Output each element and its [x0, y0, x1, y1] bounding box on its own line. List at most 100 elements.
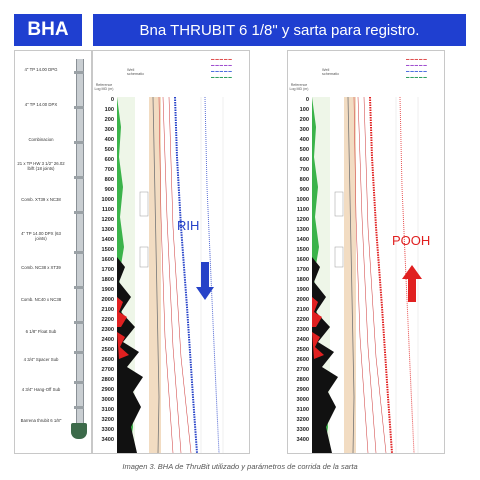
tool-joint	[74, 106, 84, 109]
depth-header: Reference Log MD (m)	[94, 83, 114, 91]
depth-tick-label: 600	[299, 157, 309, 163]
depth-tick-label: 3100	[101, 407, 114, 413]
tool-joint	[74, 211, 84, 214]
log-track: RIH 0 100 200 300 400 500 600 700 800 90…	[93, 97, 249, 453]
log-graphics	[117, 97, 224, 453]
depth-tick-label: 2200	[101, 317, 114, 323]
depth-tick-label: 2300	[296, 327, 309, 333]
rih-label: RIH	[177, 218, 200, 233]
tool-joint	[74, 381, 84, 384]
well-schematic-label: Well schematic	[322, 68, 340, 76]
depth-tick-label: 500	[299, 147, 309, 153]
depth-tick-label: 2000	[296, 297, 309, 303]
depth-tick-label: 2300	[101, 327, 114, 333]
depth-tick-label: 2800	[296, 377, 309, 383]
log-track: POOH 0 100 200 300 400 500 600 700 800 9…	[288, 97, 444, 453]
drill-string	[76, 59, 84, 423]
tool-joint	[74, 71, 84, 74]
pooh-label: POOH	[392, 233, 431, 248]
bha-label: Combinacion	[28, 137, 54, 142]
depth-tick-label: 700	[104, 167, 114, 173]
depth-tick-label: 2600	[296, 357, 309, 363]
bha-tag: BHA	[14, 14, 82, 46]
depth-tick-label: 3300	[296, 427, 309, 433]
bha-label: 4 3/4" Spacer Sub	[23, 357, 59, 362]
bha-label: Comb. NC38 x XT39	[21, 265, 61, 270]
depth-tick-label: 3300	[101, 427, 114, 433]
depth-tick-label: 2700	[296, 367, 309, 373]
depth-tick-label: 1800	[296, 277, 309, 283]
depth-tick-label: 1700	[296, 267, 309, 273]
depth-tick-label: 1100	[101, 207, 114, 213]
depth-tick-label: 3000	[296, 397, 309, 403]
tool-joint	[74, 406, 84, 409]
bha-label: 4" TP 14.00 DPG	[24, 67, 58, 72]
depth-tick-label: 2100	[101, 307, 114, 313]
bha-label: 4 3/4" Hang-Off Sub	[21, 387, 61, 392]
depth-tick-label: 300	[104, 127, 114, 133]
bha-label: 21 x TP HW 3 1/2" 26.02 lb/ft (18 joints…	[17, 161, 65, 171]
depth-tick-label: 2200	[296, 317, 309, 323]
bha-label: 6 1/8" Float Sub	[25, 329, 57, 334]
depth-tick-label: 1800	[101, 277, 114, 283]
depth-tick-label: 1300	[101, 227, 114, 233]
figure-caption: Imagen 3. BHA de ThruBit utilizado y par…	[122, 462, 358, 471]
bha-label: 4" TP 14.00 DPX	[24, 102, 58, 107]
depth-tick-label: 2600	[101, 357, 114, 363]
depth-tick-label: 2500	[296, 347, 309, 353]
bha-label: Barrena thrubit 6 1/8"	[20, 418, 62, 423]
depth-tick-label: 700	[299, 167, 309, 173]
depth-tick-label: 1300	[296, 227, 309, 233]
depth-header: Reference Log MD (m)	[289, 83, 309, 91]
depth-tick-label: 900	[104, 187, 114, 193]
depth-tick-label: 1600	[296, 257, 309, 263]
bha-label: 4" TP 14.00 DPX (63 joints)	[21, 231, 61, 241]
depth-tick-label: 200	[104, 117, 114, 123]
depth-tick-label: 800	[104, 177, 114, 183]
log-header: Reference Log MD (m) Well schematic ▬ ▬ …	[94, 57, 232, 91]
depth-tick-label: 3400	[296, 437, 309, 443]
depth-tick-label: 2100	[296, 307, 309, 313]
depth-tick-label: 1000	[101, 197, 114, 203]
depth-tick-label: 3000	[101, 397, 114, 403]
depth-tick-label: 600	[104, 157, 114, 163]
depth-tick-label: 1600	[101, 257, 114, 263]
depth-tick-label: 0	[305, 97, 309, 103]
drill-bit-icon	[71, 423, 87, 439]
depth-tick-label: 500	[104, 147, 114, 153]
well-schematic-label: Well schematic	[127, 68, 145, 76]
depth-tick-label: 400	[299, 137, 309, 143]
tool-joint	[74, 176, 84, 179]
depth-tick-label: 2900	[101, 387, 114, 393]
log-header: Reference Log MD (m) Well schematic ▬ ▬ …	[289, 57, 427, 91]
tool-joint	[74, 141, 84, 144]
depth-tick-label: 1500	[296, 247, 309, 253]
depth-tick-label: 1700	[101, 267, 114, 273]
depth-tick-label: 1900	[101, 287, 114, 293]
page-title: Bna THRUBIT 6 1/8" y sarta para registro…	[93, 14, 466, 46]
depth-tick-label: 1100	[296, 207, 309, 213]
pooh-log-panel: Reference Log MD (m) Well schematic ▬ ▬ …	[287, 50, 445, 454]
depth-tick-label: 3400	[101, 437, 114, 443]
depth-tick-label: 200	[299, 117, 309, 123]
depth-tick-label: 3200	[296, 417, 309, 423]
depth-tick-label: 0	[110, 97, 114, 103]
depth-tick-label: 1500	[101, 247, 114, 253]
rih-log-panel: Reference Log MD (m) Well schematic ▬ ▬ …	[92, 50, 250, 454]
depth-tick-label: 2800	[101, 377, 114, 383]
depth-tick-label: 1000	[296, 197, 309, 203]
depth-tick-label: 3100	[296, 407, 309, 413]
depth-tick-label: 1400	[296, 237, 309, 243]
bha-label: Comb. NC40 x NC38	[20, 297, 62, 302]
tool-joint	[74, 286, 84, 289]
depth-tick-label: 2500	[101, 347, 114, 353]
depth-tick-label: 1200	[101, 217, 114, 223]
bha-label: Comb. XT39 x NC38	[21, 197, 61, 202]
depth-tick-label: 2400	[296, 337, 309, 343]
tool-joint	[74, 251, 84, 254]
depth-tick-label: 400	[104, 137, 114, 143]
depth-tick-label: 800	[299, 177, 309, 183]
depth-tick-label: 900	[299, 187, 309, 193]
depth-tick-label: 2700	[101, 367, 114, 373]
tool-joint	[74, 321, 84, 324]
